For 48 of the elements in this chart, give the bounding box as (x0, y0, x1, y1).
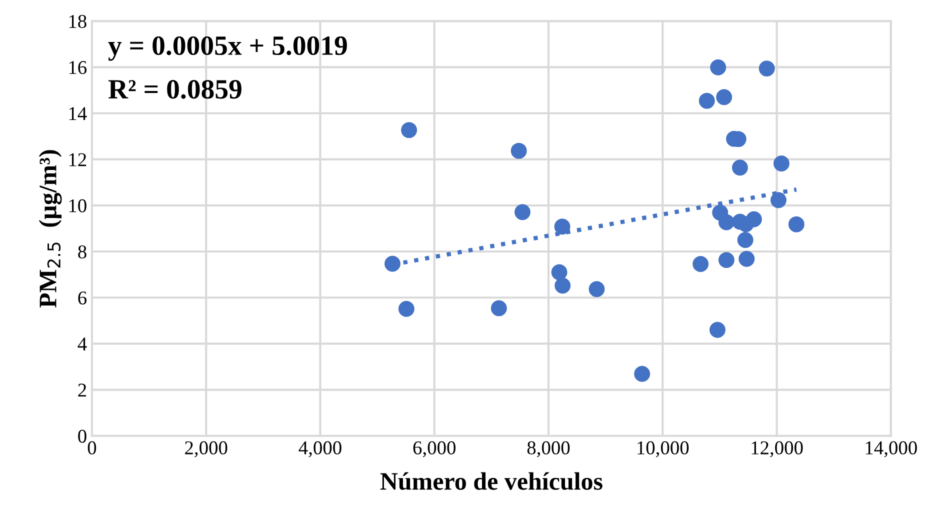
point (398, 300, 414, 317)
y-tick-label: 6 (78, 291, 87, 305)
point (490, 300, 507, 316)
x-tick-label: 2,000 (185, 441, 228, 458)
point (698, 92, 715, 109)
annotation: R² = 0.0859 (108, 80, 242, 99)
y-tick-label: 8 (78, 245, 86, 258)
point (554, 218, 570, 235)
point (401, 122, 418, 138)
y-tick-label: 18 (69, 14, 86, 28)
point (746, 211, 762, 228)
y-tick-label: 2 (78, 384, 86, 397)
point (773, 156, 790, 172)
annotation: y = 0.0005x + 5.0019 (108, 36, 347, 61)
point (732, 160, 748, 176)
point (788, 216, 804, 232)
point (634, 366, 650, 382)
point (588, 281, 605, 298)
point (510, 142, 527, 159)
y-axis-title: PM$_{2.5}$ (µg/m³) (38, 150, 62, 308)
point (718, 252, 734, 268)
point (710, 322, 726, 338)
y-tick-label: 10 (69, 199, 86, 212)
point (758, 60, 775, 77)
y-tick-label: 14 (69, 107, 87, 120)
point (738, 250, 755, 267)
point (716, 89, 732, 106)
x-axis-title: Número de vehículos (380, 472, 602, 490)
point (770, 192, 786, 208)
point (718, 214, 734, 230)
x-tick-label: 0 (88, 441, 96, 454)
x-tick-label: 14,000 (866, 441, 917, 458)
point (384, 256, 400, 272)
point (514, 204, 530, 220)
y-tick-label: 4 (78, 338, 87, 350)
point (737, 232, 754, 248)
point (692, 256, 709, 272)
x-tick-label: 8,000 (527, 441, 570, 458)
x-tick-label: 12,000 (752, 441, 803, 458)
y-tick-label: 12 (69, 153, 86, 166)
y-tick-label: 16 (69, 61, 87, 74)
x-tick-label: 10,000 (638, 441, 689, 458)
y-tick-label: 0 (78, 430, 86, 443)
x-tick-label: 6,000 (413, 441, 456, 458)
x-tick-label: 4,000 (298, 441, 342, 458)
point (710, 59, 726, 76)
point (554, 278, 571, 294)
point (551, 264, 568, 280)
